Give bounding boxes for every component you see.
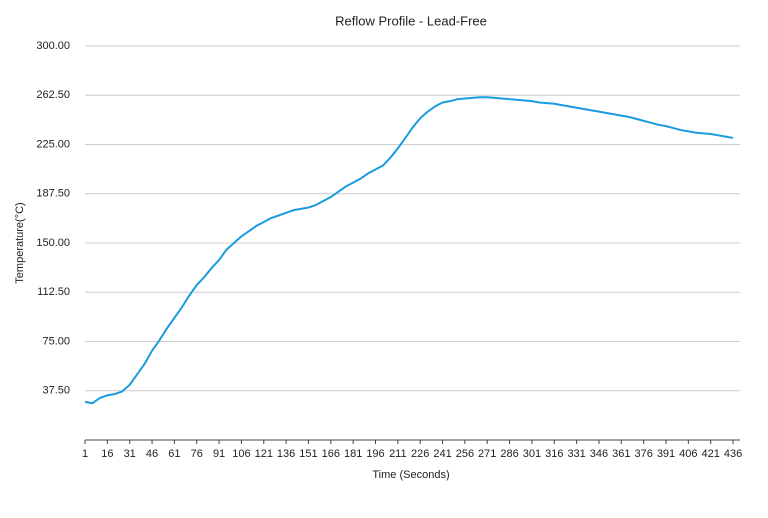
x-tick-label: 361 bbox=[612, 448, 630, 460]
x-tick-label: 106 bbox=[232, 448, 250, 460]
x-axis-title: Time (Seconds) bbox=[372, 469, 449, 481]
x-tick-label: 406 bbox=[679, 448, 697, 460]
x-tick-label: 211 bbox=[389, 448, 407, 460]
x-tick-label: 1 bbox=[82, 448, 88, 460]
x-tick-label: 286 bbox=[500, 448, 518, 460]
x-tick-label: 61 bbox=[168, 448, 180, 460]
data-line bbox=[84, 96, 734, 405]
x-tick-label: 436 bbox=[724, 448, 742, 460]
x-tick-label: 31 bbox=[124, 448, 136, 460]
x-tick-label: 151 bbox=[299, 448, 317, 460]
y-tick-label: 262.50 bbox=[36, 89, 70, 101]
x-tick-label: 76 bbox=[191, 448, 203, 460]
x-tick-label: 121 bbox=[255, 448, 273, 460]
x-tick-label: 271 bbox=[478, 448, 496, 460]
y-tick-label: 37.50 bbox=[42, 385, 70, 397]
y-tick-label: 75.00 bbox=[42, 335, 70, 347]
chart-title: Reflow Profile - Lead-Free bbox=[335, 13, 487, 28]
x-tick-label: 301 bbox=[523, 448, 541, 460]
y-tick-label: 225.00 bbox=[36, 138, 70, 150]
x-tick-label: 166 bbox=[322, 448, 340, 460]
x-tick-label: 421 bbox=[702, 448, 720, 460]
x-tick-label: 391 bbox=[657, 448, 675, 460]
x-tick-label: 136 bbox=[277, 448, 295, 460]
x-tick-label: 316 bbox=[545, 448, 563, 460]
y-tick-label: 187.50 bbox=[36, 188, 70, 200]
x-tick-label: 46 bbox=[146, 448, 158, 460]
y-tick-label: 112.50 bbox=[37, 286, 70, 298]
x-tick-label: 91 bbox=[213, 448, 225, 460]
x-tick-label: 16 bbox=[101, 448, 113, 460]
x-tick-label: 346 bbox=[590, 448, 608, 460]
x-tick-label: 331 bbox=[567, 448, 585, 460]
x-tick-label: 181 bbox=[344, 448, 362, 460]
x-tick-label: 226 bbox=[411, 448, 429, 460]
x-tick-label: 256 bbox=[456, 448, 474, 460]
x-tick-label: 196 bbox=[366, 448, 384, 460]
x-tick-label: 376 bbox=[634, 448, 652, 460]
y-axis-title: Temperature(°C) bbox=[14, 202, 26, 283]
x-tick-label: 241 bbox=[433, 448, 451, 460]
y-tick-label: 150.00 bbox=[36, 237, 70, 249]
y-tick-label: 300.00 bbox=[36, 40, 70, 52]
